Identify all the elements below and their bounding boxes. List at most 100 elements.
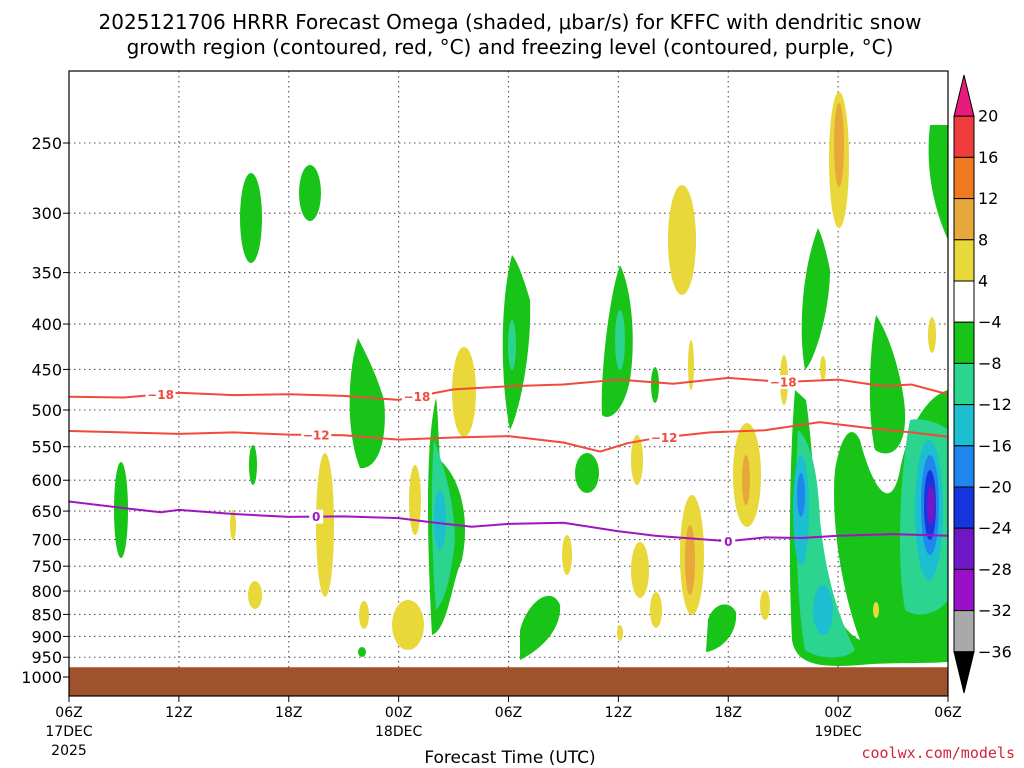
colorbar-label: −36: [978, 642, 1012, 661]
y-tick-label: 450: [31, 360, 62, 379]
x-tick-label: 00Z: [824, 705, 851, 721]
omega-strong-core: [797, 473, 805, 517]
omega-negative-blob: [801, 228, 830, 370]
colorbar: 20 16 12 8 4 −4 −8 −12 −16 −20 −24 −28 −32 −36: [953, 74, 1012, 694]
colorbar-swatch: [953, 156, 975, 200]
omega-positive-blob: [631, 435, 643, 485]
x-axis: 06Z 17DEC 2025 12Z 18Z 00Z 18DEC 06Z 12Z 18Z 00Z 19…: [45, 696, 962, 759]
x-tick-label: 12Z: [165, 705, 192, 721]
chart-title-line-1: 2025121706 HRRR Forecast Omega (shaded, …: [99, 10, 922, 34]
x-tick-label: 18Z: [275, 705, 302, 721]
omega-negative-blob: [114, 462, 128, 558]
omega-negative-blob: [575, 453, 599, 493]
omega-negative-blob: [706, 604, 737, 652]
y-tick-label: 500: [31, 401, 62, 420]
colorbar-swatch: [953, 115, 975, 158]
contour-lines: −18 −18 −18 −12 −12 0 0: [69, 375, 948, 549]
dgz-minus-18-label: −18: [770, 376, 797, 390]
colorbar-label: 4: [978, 272, 988, 291]
colorbar-label: 12: [978, 189, 998, 208]
omega-positive-core: [685, 525, 695, 595]
y-tick-label: 650: [31, 502, 62, 521]
dgz-minus-12-label: −12: [303, 428, 330, 442]
omega-negative-core: [508, 320, 516, 370]
omega-negative-blob: [240, 173, 262, 263]
colorbar-label: −20: [978, 478, 1012, 497]
omega-positive-core: [834, 103, 844, 187]
dgz-minus-18-line: [69, 376, 948, 401]
y-tick-label: 850: [31, 605, 62, 624]
colorbar-label: 16: [978, 148, 998, 167]
dgz-minus-12-label-bg: [649, 430, 680, 445]
dgz-minus-12-line: [69, 421, 948, 453]
colorbar-swatch: [953, 568, 975, 612]
colorbar-top-arrow: [953, 74, 975, 117]
dgz-minus-18-label-bg: [401, 389, 432, 404]
x-tick-date: 18DEC: [375, 724, 422, 740]
colorbar-label: −8: [978, 354, 1002, 373]
omega-positive-blob: [230, 510, 236, 540]
omega-strong-core: [927, 485, 935, 525]
credit-link[interactable]: coolwx.com/models: [861, 744, 1015, 762]
freezing-level-0-label-bg: [309, 509, 324, 524]
colorbar-label: −12: [978, 395, 1012, 414]
dgz-minus-12-label: −12: [651, 431, 678, 445]
x-axis-label: Forecast Time (UTC): [424, 748, 595, 768]
colorbar-label: −16: [978, 436, 1012, 455]
x-tick-label: 00Z: [385, 705, 412, 721]
colorbar-swatch: [953, 527, 975, 570]
omega-negative-blob: [249, 445, 257, 485]
omega-positive-blob: [631, 542, 649, 598]
omega-positive-blob: [316, 453, 334, 597]
colorbar-swatch: [953, 280, 975, 323]
colorbar-swatch: [953, 610, 975, 653]
x-tick-date: 17DEC: [45, 724, 92, 740]
y-axis: 250 300 350 400 450 500 550 600 650 700 750 800 850 9…: [21, 134, 69, 687]
x-tick-label: 06Z: [55, 705, 82, 721]
colorbar-label: −4: [978, 313, 1002, 332]
colorbar-label: −32: [978, 601, 1012, 620]
freezing-level-0-label-bg: [721, 534, 736, 549]
x-tick-year: 2025: [51, 743, 87, 759]
dgz-minus-18-label-bg: [145, 387, 176, 402]
y-tick-label: 750: [31, 557, 62, 576]
omega-negative-core: [796, 430, 855, 658]
freezing-level-0-line: [69, 500, 948, 543]
omega-positive-blob: [248, 581, 262, 609]
colorbar-swatch: [953, 321, 975, 364]
colorbar-label: 20: [978, 107, 998, 126]
colorbar-label: −28: [978, 560, 1012, 579]
omega-positive-blob: [760, 590, 770, 620]
colorbar-swatch: [953, 404, 975, 447]
omega-negative-blob: [869, 315, 906, 454]
y-tick-label: 800: [31, 582, 62, 601]
colorbar-swatch: [953, 239, 975, 282]
x-tick-date: 19DEC: [815, 724, 862, 740]
y-tick-label: 550: [31, 438, 62, 457]
colorbar-swatch: [953, 362, 975, 406]
omega-positive-blob: [392, 600, 424, 650]
y-tick-label: 600: [31, 471, 62, 490]
omega-positive-blob: [873, 602, 879, 618]
omega-positive-core: [742, 455, 750, 505]
y-tick-label: 250: [31, 134, 62, 153]
freezing-level-0-label: 0: [312, 510, 320, 524]
freezing-level-0-label: 0: [724, 535, 732, 549]
omega-negative-core: [434, 490, 446, 550]
x-tick-label: 06Z: [934, 705, 961, 721]
omega-positive-blob: [688, 340, 694, 390]
colorbar-swatch: [953, 198, 975, 241]
omega-negative-blob: [651, 367, 659, 403]
y-tick-label: 400: [31, 315, 62, 334]
omega-negative-blob: [299, 165, 321, 221]
omega-positive-blob: [650, 592, 662, 628]
omega-positive-blob: [820, 356, 826, 380]
y-tick-label: 1000: [21, 668, 62, 687]
y-tick-label: 350: [31, 264, 62, 283]
x-tick-label: 06Z: [495, 705, 522, 721]
omega-negative-blob: [520, 595, 561, 660]
colorbar-swatch: [953, 445, 975, 488]
colorbar-bottom-arrow: [953, 651, 975, 694]
omega-positive-blob: [617, 625, 623, 641]
y-tick-label: 300: [31, 204, 62, 223]
